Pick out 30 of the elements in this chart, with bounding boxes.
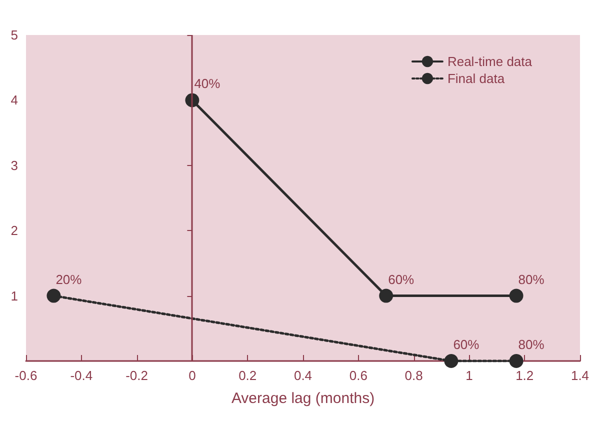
x-tick-label: 0 xyxy=(188,368,196,383)
y-tick-label: 1 xyxy=(10,288,18,304)
point xyxy=(509,354,524,368)
legend-label: Real-time data xyxy=(447,54,533,69)
x-tick-label: 0.6 xyxy=(349,368,368,383)
x-axis-title: Average lag (months) xyxy=(231,390,375,407)
x-tick-label: 1.4 xyxy=(570,368,590,383)
annotation: 60% xyxy=(388,272,415,287)
y-tick-label: 5 xyxy=(10,28,18,42)
annotation: 60% xyxy=(453,337,480,352)
y-tick-label: 3 xyxy=(10,158,18,173)
x-tick-label: -0.6 xyxy=(14,368,38,383)
legend-label: Final data xyxy=(447,71,506,86)
annotation: 80% xyxy=(518,272,545,287)
point xyxy=(444,354,458,368)
x-tick-label: -0.4 xyxy=(70,368,93,383)
x-tick-label: -0.2 xyxy=(126,368,148,383)
y-tick-label: 2 xyxy=(10,223,18,238)
annotation: 20% xyxy=(56,272,82,287)
point xyxy=(379,288,394,303)
x-tick-label: 0.2 xyxy=(238,368,257,383)
x-tick-label: 1.2 xyxy=(516,368,534,383)
point xyxy=(46,288,61,303)
x-tick-label: 1 xyxy=(466,368,473,383)
annotation: 80% xyxy=(518,337,545,352)
y-tick-label: 4 xyxy=(10,92,18,108)
x-tick-label: 0.8 xyxy=(404,368,423,383)
x-tick-label: 0.4 xyxy=(294,368,312,383)
annotation: 40% xyxy=(194,76,221,92)
point xyxy=(509,288,524,303)
